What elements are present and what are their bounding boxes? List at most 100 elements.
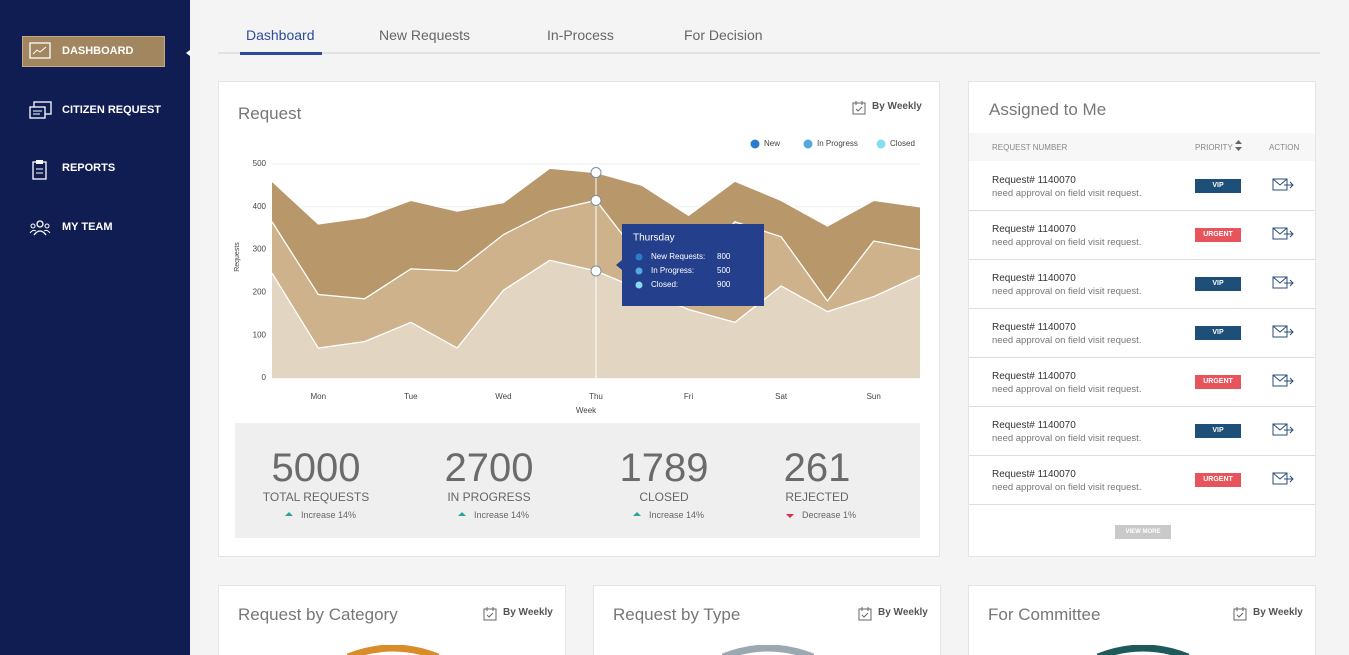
request-note: need approval on field visit request. — [992, 237, 1142, 248]
request-number: Request# 1140070 — [992, 273, 1076, 284]
request-note: need approval on field visit request. — [992, 433, 1142, 444]
hover-point — [590, 265, 602, 277]
trend-arrow — [633, 512, 641, 516]
request-note: need approval on field visit request. — [992, 335, 1142, 346]
request-chart: 0 100 200 300 400 500 Mon Tue Wed Thu Fri Sat Sun Wee… — [234, 139, 921, 415]
card-title: Request by Type — [613, 605, 741, 624]
x-tick-label: Tue — [404, 392, 418, 401]
request-note: need approval on field visit request. — [992, 286, 1142, 297]
menu-icon — [29, 101, 52, 119]
action-icon — [1272, 325, 1294, 338]
stat-value: 261 — [783, 446, 851, 490]
sort-icon — [1235, 140, 1242, 151]
tab[interactable]: New Requests — [379, 27, 471, 43]
tooltip-label: New Requests: — [651, 252, 705, 261]
calendar-icon — [483, 607, 497, 621]
column-header: PRIORITY — [1195, 143, 1233, 152]
request-note: need approval on field visit request. — [992, 188, 1142, 199]
action-icon — [1272, 178, 1294, 191]
priority-badge: VIP — [1195, 326, 1241, 340]
card-title: Assigned to Me — [989, 100, 1107, 119]
tooltip-value: 900 — [717, 280, 731, 289]
hover-point — [590, 167, 602, 179]
tooltip-dot — [635, 267, 643, 275]
row — [969, 456, 1315, 505]
action-icon — [1272, 227, 1294, 240]
priority-badge: URGENT — [1195, 375, 1241, 389]
period-filter[interactable]: By Weekly — [878, 607, 928, 618]
request-number: Request# 1140070 — [992, 175, 1076, 186]
legend-marker — [803, 139, 813, 149]
stat-label: IN PROGRESS — [447, 490, 531, 504]
card-title: Request — [238, 104, 302, 123]
request-note: need approval on field visit request. — [992, 482, 1142, 493]
x-tick-label: Fri — [684, 392, 694, 401]
column-header: ACTION — [1269, 143, 1300, 152]
x-tick-label: Mon — [311, 392, 327, 401]
menu-item[interactable]: DASHBOARD — [62, 45, 134, 57]
priority-badge: VIP — [1195, 424, 1241, 438]
x-axis-label: Week — [576, 406, 597, 415]
tab[interactable]: In-Process — [547, 27, 614, 43]
tooltip-label: Closed: — [651, 280, 678, 289]
x-tick-label: Wed — [495, 392, 511, 401]
y-axis-label: Requests — [234, 242, 241, 272]
menu-item[interactable]: MY TEAM — [62, 221, 113, 233]
tooltip-dot — [635, 253, 643, 261]
y-tick-label: 400 — [253, 202, 267, 211]
x-tick-label: Sun — [867, 392, 881, 401]
period-filter[interactable]: By Weekly — [872, 101, 922, 112]
stat-change: Increase 14% — [649, 510, 705, 520]
calendar-icon — [858, 607, 872, 621]
legend-marker — [750, 139, 760, 149]
y-tick-label: 500 — [253, 159, 267, 168]
tooltip-title: Thursday — [633, 233, 675, 244]
priority-badge: VIP — [1195, 277, 1241, 291]
y-tick-label: 300 — [253, 245, 267, 254]
calendar-icon — [1233, 607, 1247, 621]
legend-label: In Progress — [817, 139, 858, 148]
period-filter[interactable]: By Weekly — [1253, 607, 1303, 618]
sidebar-collapse — [186, 50, 190, 56]
donut-edge — [1096, 645, 1190, 655]
row — [969, 211, 1315, 260]
request-note: need approval on field visit request. — [992, 384, 1142, 395]
stat-change: Increase 14% — [474, 510, 530, 520]
card-title: For Committee — [988, 605, 1101, 624]
request-number: Request# 1140070 — [992, 322, 1076, 333]
card — [968, 585, 1316, 655]
tooltip-value: 800 — [717, 252, 731, 261]
donut-edge — [721, 645, 815, 655]
stat-change: Increase 14% — [301, 510, 357, 520]
tooltip — [622, 224, 764, 306]
row — [969, 309, 1315, 358]
action-icon — [1272, 472, 1294, 485]
card-title: Request by Category — [238, 605, 398, 624]
tab[interactable]: Dashboard — [246, 27, 315, 43]
y-tick-label: 200 — [253, 288, 267, 297]
trend-arrow — [786, 514, 794, 518]
stat-label: CLOSED — [639, 490, 689, 504]
x-tick-label: Thu — [589, 392, 603, 401]
stat-value: 1789 — [619, 446, 709, 490]
trend-arrow — [285, 512, 293, 516]
trend-arrow — [458, 512, 466, 516]
stat-label: TOTAL REQUESTS — [262, 490, 370, 504]
column-header: REQUEST NUMBER — [992, 143, 1068, 152]
stat-change: Decrease 1% — [802, 510, 857, 520]
table-header-bg — [969, 133, 1315, 161]
menu-item[interactable]: REPORTS — [62, 162, 116, 174]
tooltip-pointer — [616, 260, 622, 270]
request-number: Request# 1140070 — [992, 420, 1076, 431]
hover-point — [590, 194, 602, 206]
action-icon — [1272, 374, 1294, 387]
period-filter[interactable]: By Weekly — [503, 607, 553, 618]
menu-icon — [29, 220, 51, 236]
legend-label: Closed — [890, 139, 915, 148]
tooltip-value: 500 — [717, 266, 731, 275]
stat-value: 2700 — [444, 446, 534, 490]
menu-item[interactable]: CITIZEN REQUEST — [62, 104, 162, 116]
tab[interactable]: For Decision — [684, 27, 763, 43]
view-more-button[interactable]: VIEW MORE — [1115, 525, 1171, 539]
